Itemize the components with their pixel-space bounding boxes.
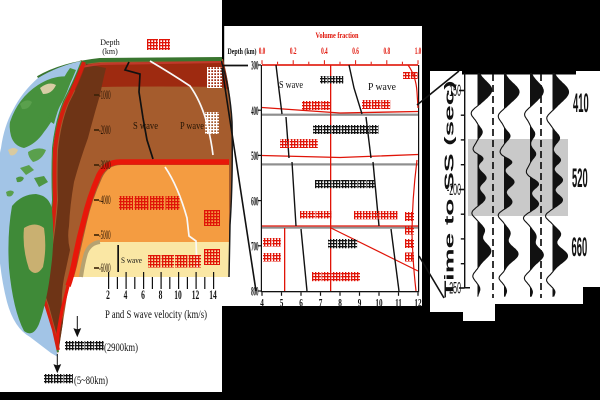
svg-text:10: 10 [375,297,382,310]
svg-text:660: 660 [572,233,588,262]
svg-text:-250: -250 [447,279,461,297]
svg-text:(2900km): (2900km) [104,342,138,354]
svg-text:P and S wave velocity (km/s): P and S wave velocity (km/s) [105,307,207,321]
svg-text:12: 12 [414,297,421,310]
svg-text:11: 11 [395,297,402,310]
svg-text:5: 5 [280,297,284,310]
svg-text:0.6: 0.6 [352,45,359,56]
svg-text:9: 9 [358,297,362,310]
svg-text:0.2: 0.2 [290,45,297,56]
svg-text:4: 4 [124,289,128,302]
svg-text:400: 400 [251,104,258,119]
svg-text:8: 8 [159,289,163,302]
svg-text:S wave: S wave [121,255,142,265]
svg-text:0.0: 0.0 [259,45,266,56]
svg-text:0.4: 0.4 [321,45,328,56]
svg-text:(5~80km): (5~80km) [74,375,108,387]
svg-text:12: 12 [192,289,199,302]
svg-text:P wave: P wave [368,81,396,93]
svg-text:-200: -200 [447,181,461,199]
svg-text:S wave: S wave [279,79,303,91]
svg-text:2: 2 [106,289,110,302]
svg-text:-150: -150 [447,82,461,100]
svg-text:-4000: -4000 [99,195,111,208]
svg-text:300: 300 [251,59,258,74]
svg-text:600: 600 [251,195,258,210]
svg-text:Time to SS (sec): Time to SS (sec) [441,80,456,297]
svg-text:Volume fraction: Volume fraction [316,30,359,40]
svg-text:6: 6 [141,289,145,302]
svg-text:8: 8 [338,297,342,310]
svg-text:-3000: -3000 [99,160,111,173]
svg-text:520: 520 [572,164,588,193]
svg-text:6: 6 [299,297,303,310]
svg-text:4: 4 [260,297,264,310]
svg-text:500: 500 [251,150,258,165]
svg-text:(km): (km) [102,47,118,56]
svg-text:-1000: -1000 [99,90,111,103]
svg-text:P wave: P wave [180,121,204,132]
svg-text:700: 700 [251,240,258,255]
svg-text:-5000: -5000 [99,230,111,243]
svg-text:-6000: -6000 [99,263,111,276]
svg-text:Depth: Depth [100,38,120,47]
svg-text:7: 7 [319,297,323,310]
svg-text:410: 410 [573,89,589,118]
svg-text:10: 10 [174,289,181,302]
svg-text:0.8: 0.8 [384,45,391,56]
svg-text:14: 14 [209,289,217,302]
svg-text:800: 800 [251,285,258,300]
svg-text:S wave: S wave [133,121,158,132]
svg-text:1.0: 1.0 [415,45,422,56]
svg-text:Depth (km): Depth (km) [228,46,257,56]
svg-text:-2000: -2000 [99,125,111,138]
